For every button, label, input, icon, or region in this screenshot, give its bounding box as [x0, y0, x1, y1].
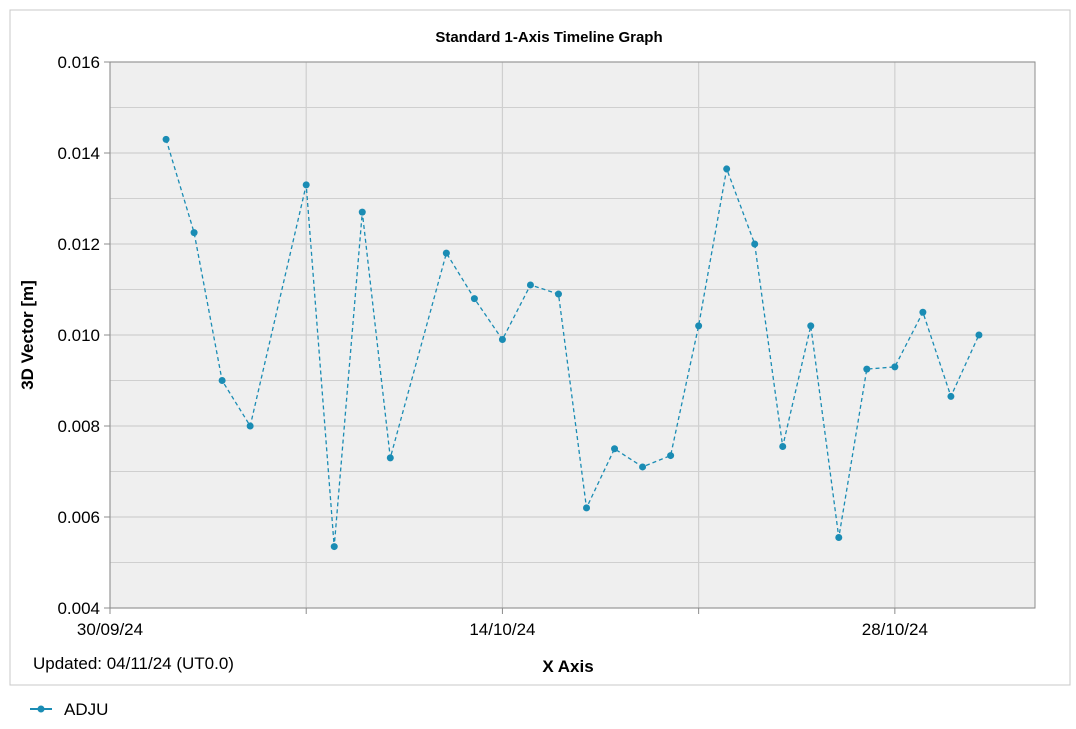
data-point: [470, 295, 478, 303]
data-point: [498, 336, 506, 344]
data-point: [246, 422, 254, 430]
x-tick-label: 14/10/24: [469, 620, 535, 639]
data-point: [386, 454, 394, 462]
x-axis-ticks: 30/09/24 14/10/24 28/10/24: [77, 608, 928, 639]
data-point: [835, 533, 843, 541]
series-layer: [162, 135, 983, 551]
data-point: [695, 322, 703, 330]
data-point: [891, 363, 899, 371]
data-point: [947, 392, 955, 400]
y-tick-label: 0.004: [57, 599, 100, 618]
legend-entry-adju: ADJU: [64, 700, 108, 719]
data-point: [667, 452, 675, 460]
data-point: [975, 331, 983, 339]
y-tick-label: 0.014: [57, 144, 100, 163]
data-point: [526, 281, 534, 289]
data-point: [639, 463, 647, 471]
data-point: [330, 543, 338, 551]
data-point: [807, 322, 815, 330]
data-point: [751, 240, 759, 248]
updated-timestamp: Updated: 04/11/24 (UT0.0): [33, 654, 234, 673]
grid-lines: [109, 61, 1035, 609]
y-tick-label: 0.012: [57, 235, 100, 254]
data-point: [583, 504, 591, 512]
data-point: [779, 442, 787, 450]
data-point: [863, 365, 871, 373]
series-line-adju: [165, 139, 980, 547]
data-point: [162, 135, 170, 143]
x-tick-label: 28/10/24: [862, 620, 928, 639]
legend-point-marker: [37, 705, 45, 713]
y-tick-label: 0.010: [57, 326, 100, 345]
data-point: [302, 181, 310, 189]
y-tick-label: 0.008: [57, 417, 100, 436]
data-point: [611, 445, 619, 453]
data-point: [218, 377, 226, 384]
y-tick-label: 0.006: [57, 508, 100, 527]
x-tick-label: 30/09/24: [77, 620, 143, 639]
x-axis-title: X Axis: [542, 657, 593, 676]
data-point: [723, 165, 731, 173]
data-point: [919, 308, 927, 316]
data-point: [190, 229, 198, 237]
legend: ADJU: [30, 700, 108, 719]
data-point: [554, 290, 562, 298]
y-axis-ticks: 0.004 0.006 0.008 0.010 0.012 0.014 0.016: [57, 53, 110, 618]
data-point: [442, 249, 450, 257]
data-point: [358, 208, 366, 216]
chart-title: Standard 1-Axis Timeline Graph: [435, 29, 662, 46]
y-tick-label: 0.016: [57, 53, 100, 72]
y-axis-title: 3D Vector [m]: [18, 280, 37, 390]
